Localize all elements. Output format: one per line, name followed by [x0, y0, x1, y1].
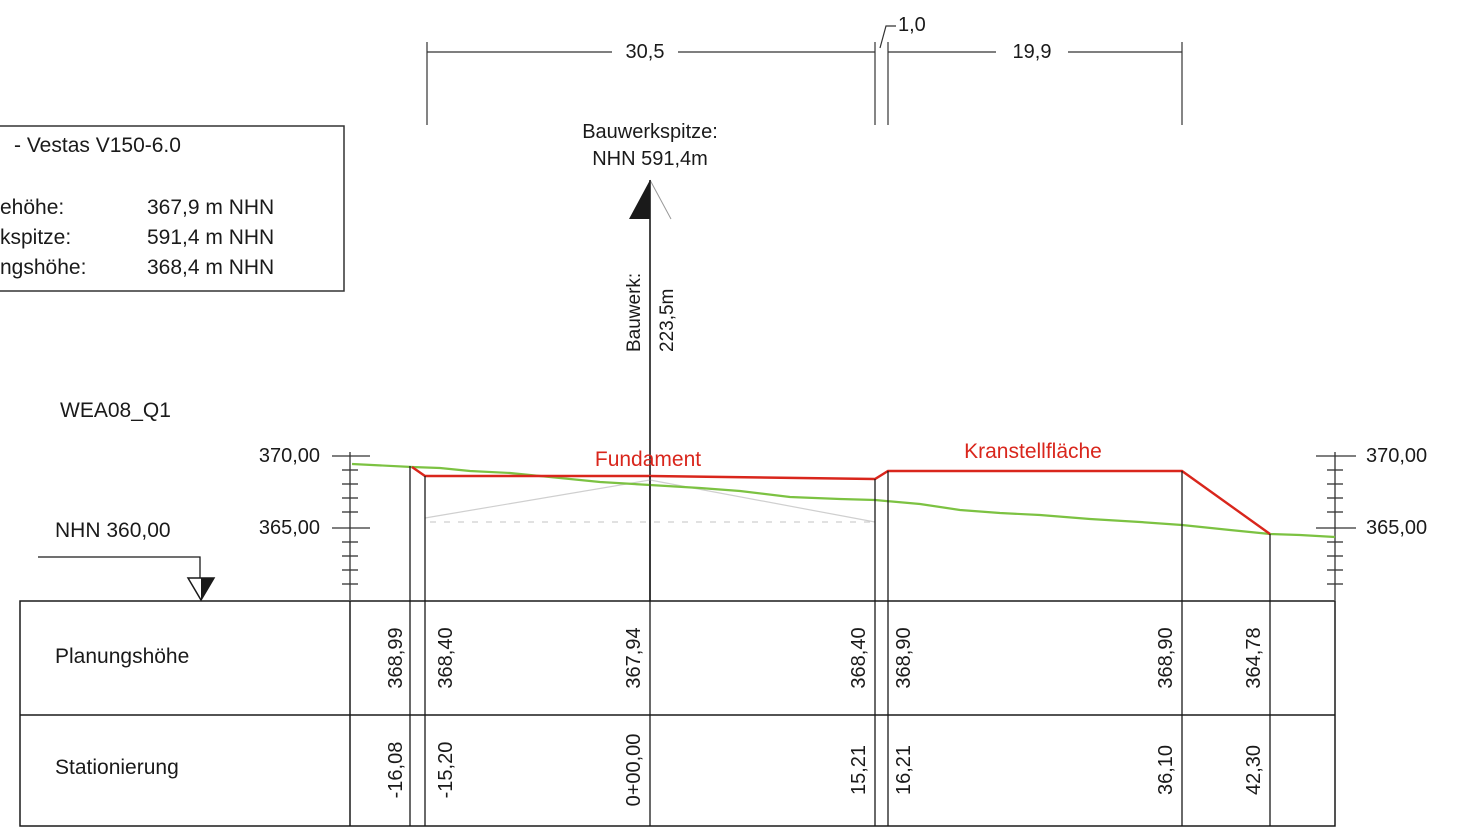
planung-value: 368,90	[1155, 627, 1177, 688]
planung-value: 368,99	[385, 627, 407, 688]
data-table	[19, 600, 1336, 827]
station-value: 0+00,00	[623, 734, 645, 807]
tower-height-label: Bauwerk:	[624, 273, 645, 352]
right-scale-mid: 365,00	[1366, 517, 1427, 539]
datum-label: NHN 360,00	[55, 519, 171, 542]
dimension-chain	[426, 25, 1183, 125]
table-row-label-planung: Planungshöhe	[55, 645, 189, 668]
terrain-line	[351, 462, 1336, 539]
station-lines	[409, 466, 1271, 826]
datum-marker	[38, 556, 216, 602]
info-box-value: 368,4 m NHN	[147, 256, 274, 279]
info-box-label: ehöhe:	[0, 196, 64, 219]
dimension-left: 30,5	[626, 41, 665, 63]
profile-id: WEA08_Q1	[60, 399, 171, 422]
station-value: 16,21	[893, 745, 915, 795]
info-box-label: ngshöhe:	[0, 256, 86, 279]
info-box-value: 591,4 m NHN	[147, 226, 274, 249]
table-row-label-station: Stationierung	[55, 756, 179, 779]
station-value: 36,10	[1155, 745, 1177, 795]
right-scale	[1316, 452, 1356, 600]
tower-top-label: Bauwerkspitze:	[582, 121, 718, 143]
planung-value: 368,40	[435, 627, 457, 688]
tower-axis: Bauwerkspitze: NHN 591,4m Bauwerk: 223,5…	[582, 121, 718, 601]
design-profile-line	[411, 466, 1271, 535]
info-box: - Vestas V150-6.0 ehöhe: 367,9 m NHN ksp…	[0, 125, 345, 292]
left-scale-top: 370,00	[259, 445, 320, 467]
info-box-label: kspitze:	[0, 226, 71, 249]
info-box-value: 367,9 m NHN	[147, 196, 274, 219]
dimension-middle: 1,0	[898, 14, 926, 36]
right-scale-top: 370,00	[1366, 445, 1427, 467]
station-value: 15,21	[848, 745, 870, 795]
planung-value: 364,78	[1243, 627, 1265, 688]
left-scale	[332, 452, 370, 600]
foundation-label: Fundament	[595, 448, 701, 471]
crane-pad-label: Kranstellfläche	[964, 440, 1102, 463]
tower-arrow-icon	[629, 180, 650, 219]
tower-height-value: 223,5m	[657, 289, 678, 352]
planung-value: 368,90	[893, 627, 915, 688]
station-value: 42,30	[1243, 745, 1265, 795]
dimension-right: 19,9	[1013, 41, 1052, 63]
planung-value: 367,94	[623, 627, 645, 688]
left-scale-mid: 365,00	[259, 517, 320, 539]
station-value: -15,20	[435, 742, 457, 799]
tower-top-height: NHN 591,4m	[592, 148, 708, 170]
planung-value: 368,40	[848, 627, 870, 688]
info-box-title: - Vestas V150-6.0	[14, 134, 181, 157]
station-value: -16,08	[385, 742, 407, 799]
